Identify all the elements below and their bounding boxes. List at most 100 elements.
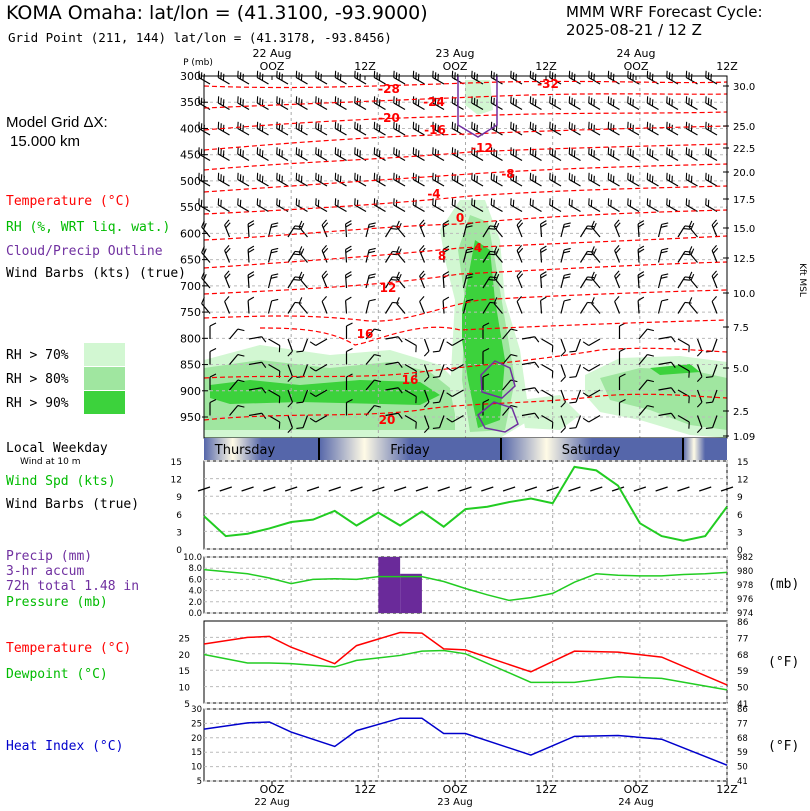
wind-barb — [295, 172, 308, 187]
barb-shaft — [268, 338, 281, 347]
barb-flag — [376, 123, 378, 131]
barb-shaft — [217, 178, 230, 187]
barb-shaft — [588, 338, 601, 347]
barb-flag — [571, 174, 573, 182]
barb-shaft — [451, 153, 464, 162]
barb-flag — [224, 245, 230, 251]
barb-shaft — [354, 127, 367, 136]
barb-flag — [647, 328, 655, 332]
barb-shaft — [321, 250, 328, 263]
wind-barb — [627, 96, 640, 111]
barb-flag — [466, 273, 474, 276]
barb-flag — [696, 427, 703, 433]
barb-flag — [420, 273, 426, 280]
barb-flag — [705, 147, 707, 155]
barb-flag — [198, 198, 200, 206]
height-tick-label: 7.5 — [733, 323, 749, 334]
barb-flag — [320, 175, 322, 183]
barb-flag — [651, 99, 654, 107]
barb-flag — [412, 121, 415, 129]
barb-shaft — [502, 328, 512, 340]
surface-wind-barb — [633, 486, 647, 492]
barb-shaft — [711, 250, 718, 263]
barb-flag — [278, 345, 281, 353]
barb-shaft — [711, 338, 718, 352]
barb-flag — [571, 199, 573, 207]
barb-flag — [437, 124, 439, 132]
barb-flag — [309, 341, 317, 346]
wind-barb — [646, 96, 659, 111]
surface-wind-barb — [328, 486, 341, 492]
wind-barb — [423, 415, 430, 433]
wind-barb — [256, 198, 269, 213]
wind-barb — [510, 96, 523, 111]
barb-shaft — [627, 102, 640, 111]
barb-shaft — [529, 76, 542, 85]
barb-flag — [688, 174, 690, 182]
barb-flag — [276, 198, 278, 206]
legend-rh70-label: RH > 70% — [6, 348, 69, 363]
wind-barb — [685, 96, 698, 111]
pressure-tick-label: 700 — [180, 280, 201, 293]
wind-barb — [560, 364, 567, 382]
barb-flag — [437, 73, 439, 81]
wind-barb — [560, 273, 571, 289]
wind-barb — [579, 250, 595, 263]
barb-flag — [493, 271, 498, 279]
barb-shaft — [516, 250, 523, 263]
barb-flag — [646, 121, 649, 129]
barb-shaft — [354, 204, 367, 213]
barb-shaft — [720, 486, 734, 492]
barb-flag — [671, 150, 673, 158]
barb-flag — [683, 253, 691, 256]
barb-flag — [512, 174, 515, 182]
wind-barb — [549, 172, 562, 187]
pressure-tick-label: 600 — [180, 227, 201, 240]
precip-tick-left: 6.0 — [188, 575, 202, 585]
top-time-tick-label: OOZ — [443, 60, 468, 73]
barb-shaft — [490, 204, 503, 213]
barb-flag — [259, 199, 261, 207]
barb-flag — [515, 99, 517, 107]
top-time-tick-label: 12Z — [354, 60, 376, 73]
barb-flag — [554, 175, 556, 183]
barb-flag — [465, 276, 473, 279]
barb-flag — [587, 225, 595, 228]
barb-flag — [390, 227, 398, 230]
grid-point-label: Grid Point (211, 144) lat/lon = (41.3178… — [8, 30, 392, 45]
barb-shaft — [287, 251, 296, 263]
barb-flag — [271, 222, 279, 225]
barb-flag — [668, 148, 671, 156]
barb-flag — [471, 147, 473, 155]
barb-flag — [612, 99, 615, 107]
wind-barb — [510, 172, 523, 187]
barb-shaft — [423, 338, 430, 352]
barb-flag — [296, 350, 304, 353]
wind-barb — [588, 147, 601, 162]
wind-barb — [568, 198, 581, 213]
barb-flag — [582, 392, 590, 397]
barb-flag — [259, 174, 261, 182]
barb-shaft — [666, 127, 679, 136]
barb-flag — [434, 199, 437, 207]
barb-shaft — [588, 178, 601, 187]
barb-shaft — [432, 76, 445, 85]
barb-shaft — [490, 127, 503, 136]
barb-flag — [287, 427, 293, 433]
wind-barb — [412, 121, 425, 136]
barb-shaft — [248, 387, 262, 391]
barb-shaft — [549, 127, 562, 136]
wind-barb — [442, 296, 450, 314]
barb-shaft — [560, 338, 567, 352]
wind-barb — [588, 96, 601, 111]
barb-flag — [300, 150, 303, 158]
barb-shaft — [217, 127, 230, 136]
temperature-contour — [203, 347, 728, 379]
wind-tick-left: 0 — [176, 546, 182, 556]
barb-flag — [368, 225, 376, 228]
barb-flag — [442, 296, 450, 302]
barb-shaft — [549, 178, 562, 187]
barb-flag — [647, 354, 655, 357]
barb-flag — [489, 301, 497, 304]
barb-shaft — [677, 363, 690, 372]
